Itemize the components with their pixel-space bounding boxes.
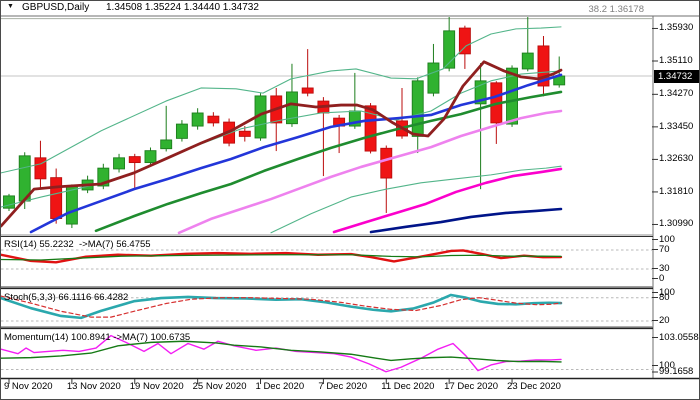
chart-header: ▼ GBPUSD,Daily 1.34508 1.35224 1.34440 1… (1, 1, 699, 16)
stoch-axis-label: 80 (659, 291, 670, 303)
symbol-period-label: GBPUSD,Daily (22, 2, 90, 13)
momentum-axis-label: 100 (659, 359, 675, 371)
stoch-axis-label: 20 (659, 314, 670, 326)
price-axis-label: 1.31810 (659, 185, 694, 197)
rsi-axis-label: 100 (659, 233, 675, 245)
price-axis-label: 1.34270 (659, 88, 694, 100)
fib-level-label: 38.2 1.36178 (588, 4, 644, 15)
date-axis-label: 7 Dec 2020 (318, 381, 367, 392)
stoch-axis-label: 100 (659, 286, 675, 298)
price-axis-label: 1.35930 (659, 22, 694, 34)
date-axis-label: 9 Nov 2020 (4, 381, 53, 392)
price-axis-label: 1.32630 (659, 153, 694, 165)
date-axis-label: 17 Dec 2020 (444, 381, 499, 392)
date-axis-label: 1 Dec 2020 (255, 381, 305, 392)
current-price-box: 1.34732 (654, 70, 699, 83)
momentum-axis-label: 103.0558 (659, 331, 699, 343)
price-axis-label: 1.33450 (659, 120, 694, 132)
rsi-axis-label: 30 (659, 262, 670, 274)
price-axis-label: 1.30990 (659, 218, 694, 230)
stoch-indicator-label: Stoch(5,3,3) 66.1116 66.4282 (4, 292, 129, 303)
price-axis-label: 1.35110 (659, 55, 693, 66)
momentum-axis-label: 99.1658 (659, 366, 694, 377)
momentum-indicator-label: Momentum(14) 100.8941 ->MA(7) 100.6735 (4, 332, 191, 343)
rsi-indicator-label: RSI(14) 55.2232 ->MA(7) 56.4755 (4, 239, 151, 250)
date-axis-label: 25 Nov 2020 (192, 381, 247, 392)
collapse-arrow-icon[interactable]: ▼ (7, 3, 14, 10)
ohlc-values: 1.34508 1.35224 1.34440 1.34732 (106, 2, 259, 13)
date-axis-label: 23 Dec 2020 (507, 381, 561, 392)
date-axis-label: 19 Nov 2020 (129, 381, 184, 392)
rsi-axis-label: 70 (659, 243, 670, 255)
date-axis-label: 13 Nov 2020 (66, 381, 121, 392)
date-axis-label: 11 Dec 2020 (381, 381, 435, 392)
rsi-axis-label: 0 (659, 272, 665, 284)
